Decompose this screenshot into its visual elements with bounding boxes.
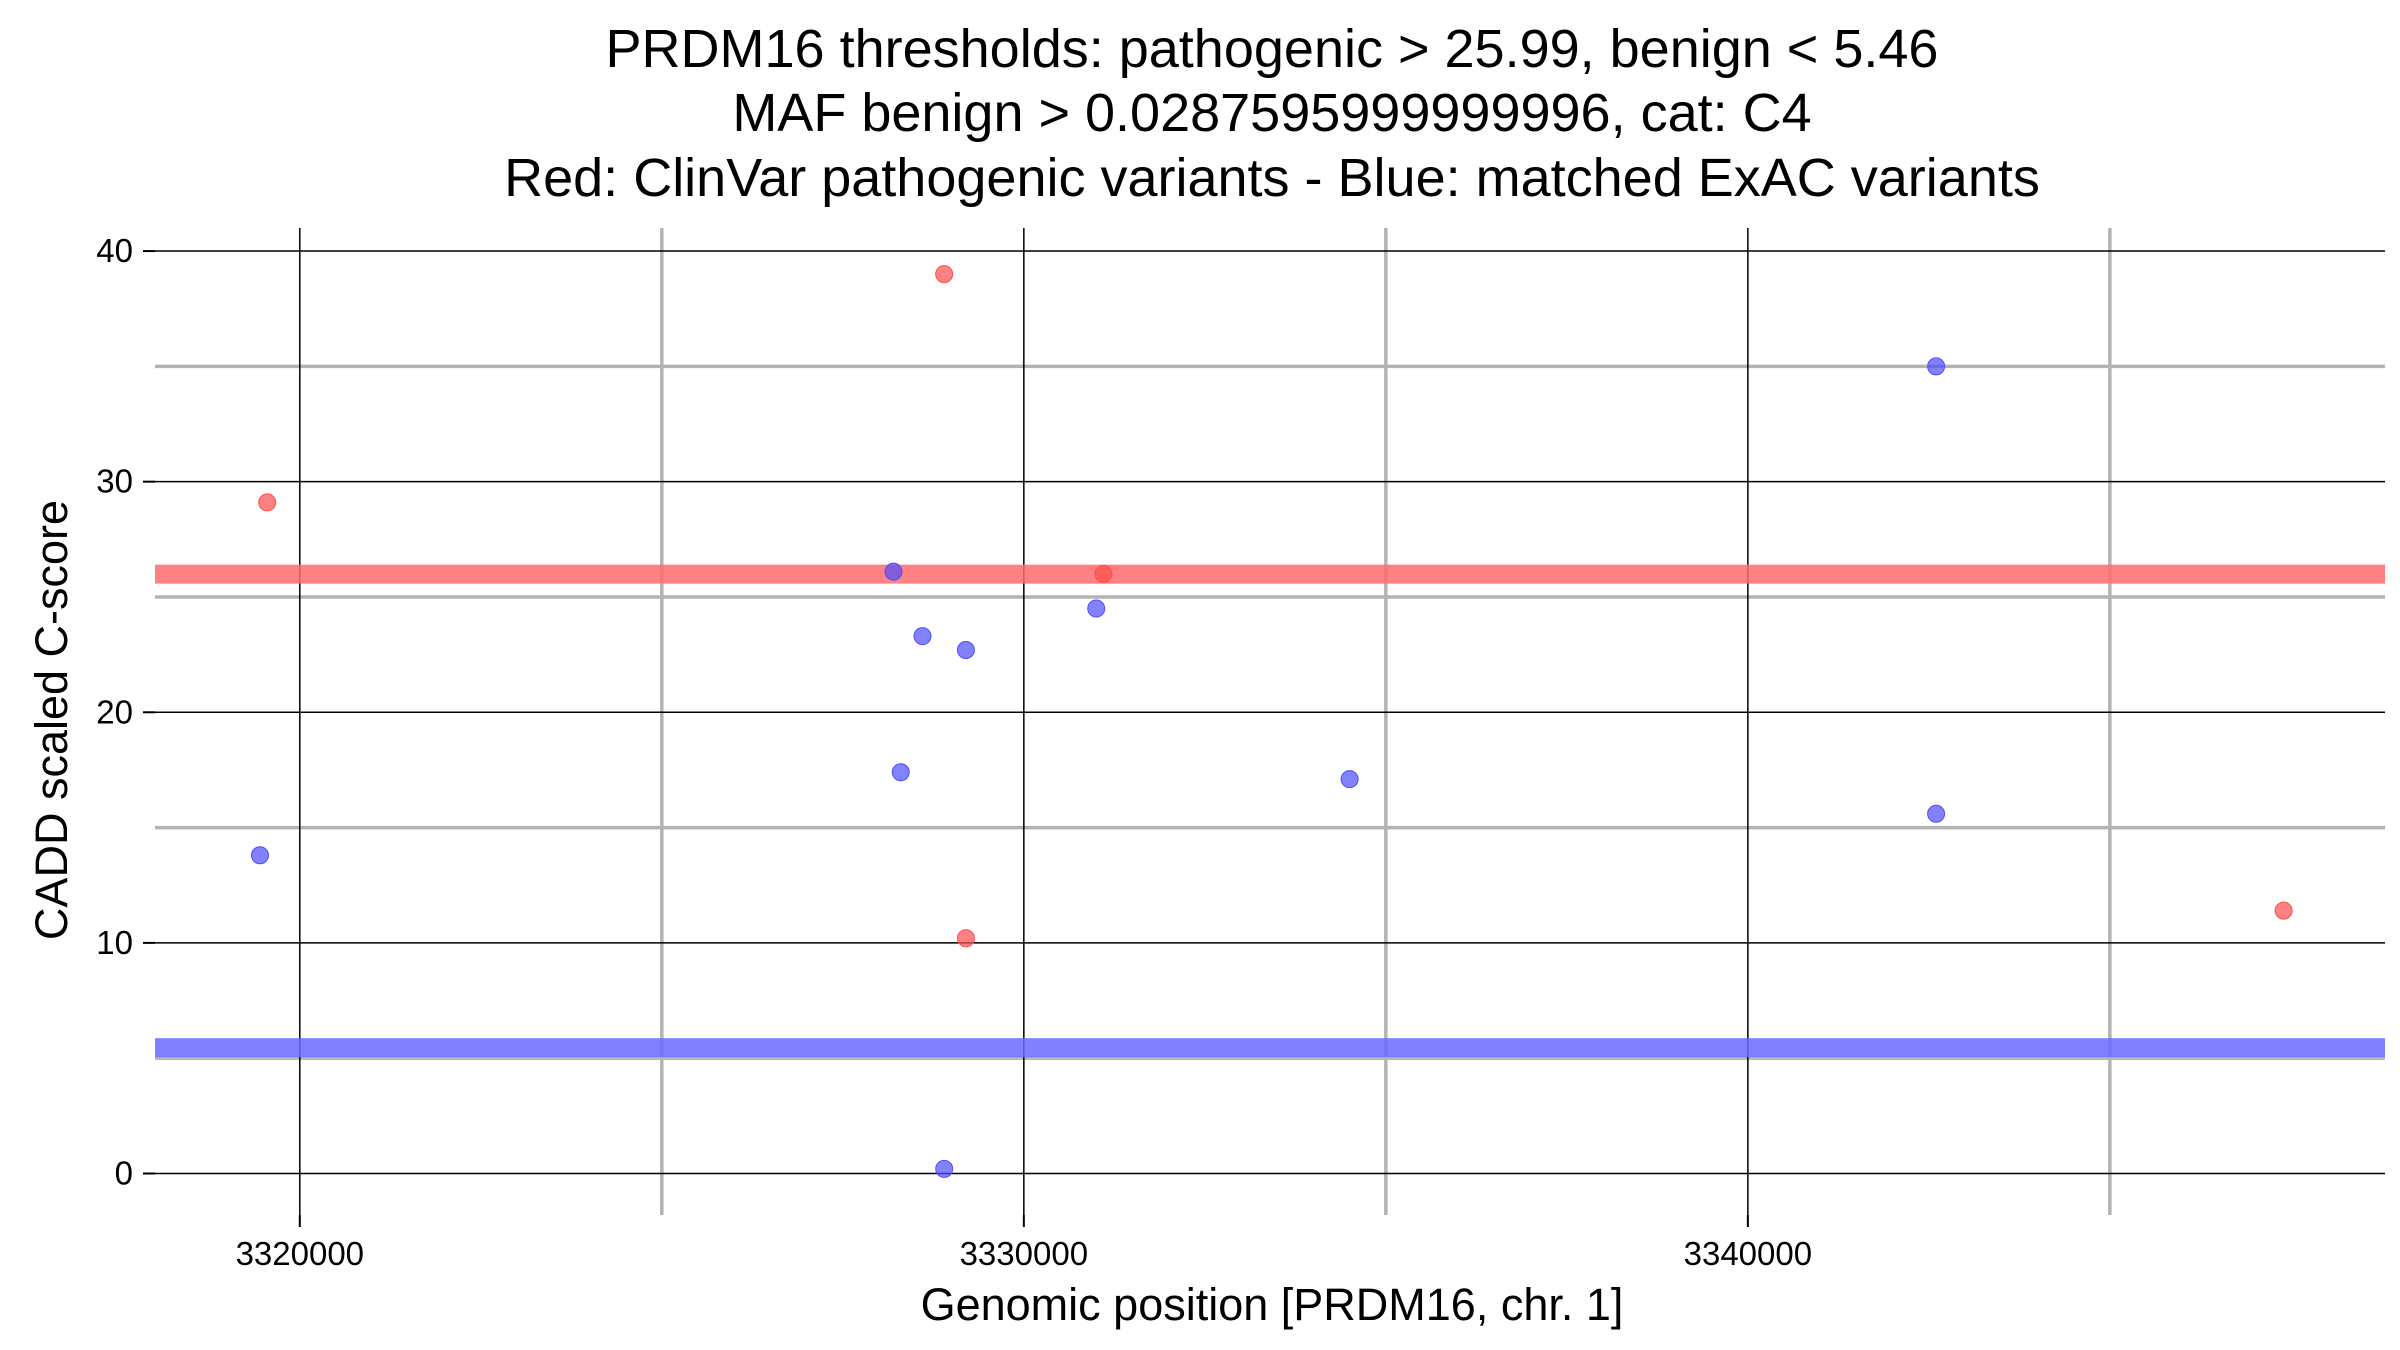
x-tick-label: 3330000 <box>960 1235 1088 1272</box>
y-tick-label: 40 <box>96 232 133 269</box>
clinvar-point <box>258 493 277 512</box>
exac-point <box>1087 599 1106 618</box>
title-line-2: MAF benign > 0.0287595999999996, cat: C4 <box>732 83 1811 143</box>
exac-point <box>913 627 932 646</box>
y-tick-label: 0 <box>115 1154 133 1191</box>
x-axis-title: Genomic position [PRDM16, chr. 1] <box>921 1279 1624 1330</box>
clinvar-point <box>956 929 975 948</box>
grid <box>155 228 2385 1215</box>
exac-point <box>935 1159 954 1178</box>
title-line-3: Red: ClinVar pathogenic variants - Blue:… <box>504 148 2040 208</box>
data-points <box>250 265 2293 1178</box>
y-tick-label: 20 <box>96 693 133 730</box>
threshold-lines <box>155 564 2385 1058</box>
chart-title: PRDM16 thresholds: pathogenic > 25.99, b… <box>504 19 2040 208</box>
exac-point <box>1340 770 1359 789</box>
exac-point <box>956 641 975 660</box>
exac-point <box>250 846 269 865</box>
y-tick-label: 30 <box>96 463 133 500</box>
y-tick-label: 10 <box>96 924 133 961</box>
exac-point <box>1927 357 1946 376</box>
clinvar-point <box>935 265 954 284</box>
title-line-1: PRDM16 thresholds: pathogenic > 25.99, b… <box>606 19 1939 79</box>
axes: 0 10 20 30 40 3320000 3330000 3340000 <box>96 232 1812 1272</box>
exac-point <box>1927 804 1946 823</box>
y-axis-title: CADD scaled C-score <box>26 500 77 940</box>
x-tick-label: 3340000 <box>1684 1235 1812 1272</box>
clinvar-point <box>1094 564 1113 583</box>
clinvar-point <box>2274 901 2293 920</box>
exac-point <box>884 562 903 581</box>
exac-point <box>891 763 910 782</box>
x-tick-label: 3320000 <box>236 1235 364 1272</box>
